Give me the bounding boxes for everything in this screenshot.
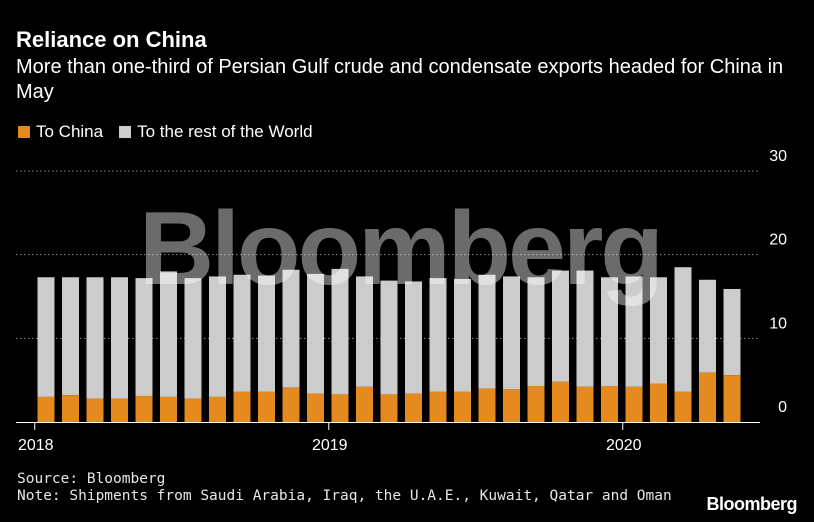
bar-china: [282, 387, 300, 422]
bar-china: [62, 395, 79, 422]
bar-rest-of-world: [160, 271, 177, 397]
bar-china: [356, 386, 373, 422]
bar-china: [674, 391, 692, 422]
bar-rest-of-world: [233, 274, 251, 392]
bar-rest-of-world: [454, 278, 471, 392]
bars: [37, 267, 741, 422]
bar-china: [37, 396, 55, 422]
bar-rest-of-world: [62, 277, 79, 396]
bloomberg-watermark: Bloomberg: [139, 191, 661, 307]
bar-rest-of-world: [111, 277, 128, 399]
bar-rest-of-world: [356, 276, 373, 387]
y-tick-label: 0: [778, 399, 787, 416]
bar-rest-of-world: [307, 273, 324, 394]
legend-swatch-rest: [119, 126, 132, 138]
bar-rest-of-world: [37, 277, 55, 397]
bar-rest-of-world: [699, 279, 716, 373]
bar-rest-of-world: [650, 277, 667, 384]
bar-rest-of-world: [503, 276, 520, 390]
bar-rest-of-world: [527, 277, 545, 387]
chart-title: Reliance on China: [16, 27, 207, 52]
bar-rest-of-world: [552, 270, 569, 382]
bar-rest-of-world: [331, 268, 349, 395]
legend-item-rest: To the rest of the World: [119, 122, 313, 142]
bar-china: [601, 386, 618, 422]
bar-rest-of-world: [601, 277, 618, 387]
bar-rest-of-world: [258, 275, 275, 392]
legend-label-rest: To the rest of the World: [137, 122, 313, 141]
bar-china: [86, 398, 104, 422]
bar-china: [160, 396, 177, 422]
bar-china: [307, 393, 324, 422]
bar-china: [699, 372, 716, 422]
bar-rest-of-world: [184, 278, 202, 399]
bar-china: [625, 386, 643, 422]
bar-china: [478, 388, 496, 422]
chart-subtitle: More than one-third of Persian Gulf crud…: [16, 56, 784, 103]
bar-china: [380, 394, 398, 422]
x-tick-label: 2018: [18, 437, 54, 454]
bar-china: [454, 391, 471, 422]
bar-rest-of-world: [429, 278, 447, 392]
bar-china: [258, 391, 275, 422]
bar-rest-of-world: [282, 269, 300, 388]
bar-rest-of-world: [86, 277, 104, 399]
bar-china: [331, 394, 349, 422]
x-tick-label: 2020: [606, 437, 642, 454]
y-tick-label: 20: [769, 232, 787, 249]
bar-rest-of-world: [674, 267, 692, 392]
bar-china: [184, 398, 202, 422]
bloomberg-logo: Bloomberg: [706, 494, 797, 514]
legend: To China To the rest of the World: [18, 122, 329, 142]
bar-china: [503, 389, 520, 422]
bar-china: [405, 393, 422, 422]
legend-swatch-china: [18, 126, 30, 138]
y-axis: 0 10 20 30: [769, 148, 787, 416]
bar-rest-of-world: [405, 281, 422, 394]
bar-china: [650, 383, 667, 422]
bar-china: [429, 391, 447, 422]
x-axis: 2018 2019 2020: [16, 422, 760, 454]
bar-china: [527, 386, 545, 422]
bar-rest-of-world: [625, 276, 643, 387]
bar-rest-of-world: [478, 274, 496, 389]
y-tick-label: 10: [769, 315, 787, 332]
bar-rest-of-world: [209, 276, 226, 397]
bar-rest-of-world: [576, 270, 594, 387]
bar-china: [233, 391, 251, 422]
legend-item-china: To China: [18, 122, 103, 142]
bar-china: [552, 381, 569, 422]
x-tick-label: 2019: [312, 437, 348, 454]
footnote: Note: Shipments from Saudi Arabia, Iraq,…: [17, 488, 672, 504]
bar-china: [111, 398, 128, 422]
y-tick-label: 30: [769, 148, 787, 165]
bar-china: [209, 396, 226, 422]
legend-label-china: To China: [36, 122, 104, 141]
bar-rest-of-world: [723, 288, 741, 376]
source-note: Source: Bloomberg: [17, 471, 166, 487]
bar-china: [576, 386, 594, 422]
bar-china: [135, 396, 153, 422]
bar-rest-of-world: [380, 280, 398, 395]
bar-rest-of-world: [135, 278, 153, 397]
bar-china: [723, 375, 741, 422]
